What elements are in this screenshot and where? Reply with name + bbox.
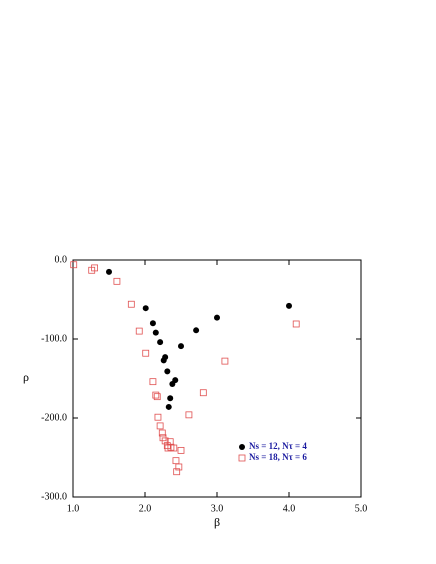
point [149, 378, 157, 386]
point [165, 403, 172, 410]
point [172, 457, 180, 465]
point [292, 320, 300, 328]
point [158, 429, 166, 437]
point [162, 354, 169, 361]
point [135, 327, 143, 335]
y-tick-label: -100.0 [41, 333, 67, 344]
point [177, 446, 185, 454]
y-tick-label: 0.0 [55, 254, 68, 265]
point [178, 343, 184, 350]
y-axis-label: ρ [23, 370, 29, 384]
point [152, 329, 159, 336]
point [167, 395, 174, 402]
legend-marker [239, 444, 245, 450]
point [172, 377, 179, 384]
point [161, 437, 169, 445]
point [185, 411, 193, 419]
x-tick-label: 2.0 [139, 503, 152, 514]
legend-marker [238, 454, 246, 462]
point [164, 368, 171, 375]
point [153, 393, 161, 401]
point [156, 422, 164, 430]
x-tick-label: 4.0 [283, 503, 296, 514]
point [286, 302, 292, 309]
point [173, 468, 181, 476]
point [149, 320, 156, 327]
x-axis-label: β [214, 515, 220, 529]
point [127, 300, 135, 308]
point [157, 339, 164, 346]
point [113, 277, 121, 285]
point [70, 261, 78, 269]
point [166, 438, 174, 446]
point [221, 357, 229, 365]
point [175, 463, 183, 471]
point [170, 444, 178, 452]
point [91, 264, 98, 272]
x-tick-label: 3.0 [211, 503, 224, 514]
legend-label: Ns = 18, Nτ = 6 [249, 452, 307, 462]
point [152, 391, 160, 399]
plot-frame [72, 259, 362, 498]
x-tick-label: 5.0 [355, 503, 368, 514]
y-tick-label: -200.0 [41, 412, 67, 423]
point [214, 314, 220, 321]
legend-label: Ns = 12, Nτ = 4 [249, 441, 307, 451]
point [106, 268, 112, 275]
point [154, 413, 162, 421]
y-tick-label: -300.0 [41, 491, 67, 502]
point [142, 349, 150, 357]
point [142, 305, 149, 312]
x-tick-label: 1.0 [67, 503, 80, 514]
point [199, 389, 207, 397]
point [193, 327, 200, 334]
